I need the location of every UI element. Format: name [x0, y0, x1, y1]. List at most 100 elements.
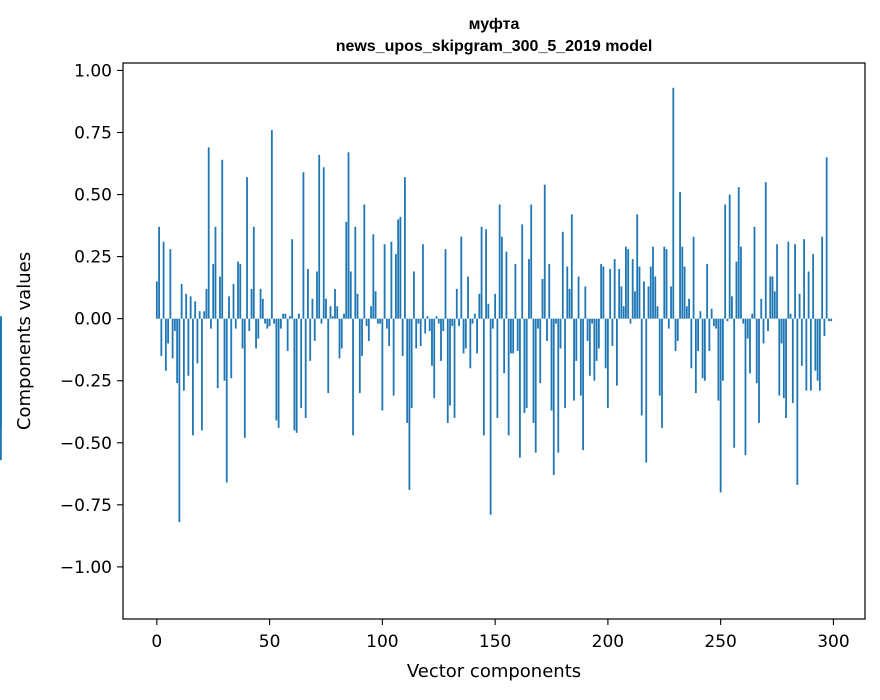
bar [645, 318, 648, 463]
bar [559, 318, 562, 349]
bar [652, 246, 654, 319]
bar [259, 288, 262, 319]
bar [818, 318, 821, 391]
bar [169, 249, 172, 319]
bar [167, 318, 169, 344]
bar [212, 264, 215, 319]
bar [789, 313, 792, 319]
bar [489, 318, 492, 515]
bar [374, 291, 377, 319]
bar [670, 286, 672, 319]
bar [237, 261, 239, 319]
bar [349, 271, 352, 319]
bar [455, 288, 458, 319]
bar [230, 318, 233, 379]
bar [717, 318, 720, 401]
bar [406, 318, 409, 423]
bar [552, 318, 555, 476]
bar [539, 318, 542, 384]
bar [582, 318, 584, 451]
bar [201, 318, 203, 431]
chart-title: муфта [469, 16, 520, 33]
bar [532, 318, 535, 423]
bar [496, 318, 499, 418]
bar [257, 318, 260, 339]
bar [609, 269, 612, 319]
bar [604, 318, 607, 369]
bar [338, 318, 341, 359]
bar [354, 226, 357, 319]
bar [376, 318, 379, 324]
bar [491, 318, 494, 329]
bar [803, 239, 805, 319]
bar [243, 318, 246, 438]
x-tick-label: 200 [592, 632, 624, 652]
bar [399, 216, 402, 319]
bar [674, 318, 677, 351]
bar [316, 271, 318, 319]
bar [719, 318, 722, 493]
bar [573, 318, 575, 401]
bar [685, 306, 688, 319]
bar [356, 293, 359, 319]
bar [298, 313, 300, 319]
bar [676, 318, 679, 341]
bar [327, 318, 330, 394]
bar [588, 318, 591, 376]
bar [541, 278, 544, 319]
bar [744, 318, 747, 456]
bar [548, 264, 551, 319]
bar [476, 318, 478, 354]
bar [785, 318, 787, 418]
bar [710, 308, 713, 319]
bar [485, 229, 487, 319]
bar [742, 318, 745, 324]
bar [708, 318, 711, 351]
bar [794, 244, 796, 319]
bar [550, 318, 553, 411]
chart-subtitle: news_upos_skipgram_300_5_2019 model [336, 38, 653, 55]
bar [275, 318, 278, 421]
bar [322, 167, 325, 319]
bar [196, 318, 199, 364]
y-tick-label: 0.50 [74, 186, 112, 206]
bar [791, 318, 794, 404]
bar [309, 318, 312, 361]
bar [800, 318, 803, 366]
bar [688, 298, 690, 319]
bar [288, 316, 291, 319]
bar [164, 318, 167, 371]
bar [654, 276, 657, 319]
bar [431, 318, 433, 366]
bar [606, 318, 609, 409]
bar [746, 318, 749, 339]
bar [320, 318, 323, 324]
y-tick-label: −0.50 [60, 434, 112, 454]
bar [304, 318, 307, 418]
bar [595, 318, 598, 361]
bar [385, 318, 388, 329]
bar [383, 244, 386, 319]
bar [410, 318, 413, 409]
bar [394, 254, 397, 319]
bar [473, 313, 476, 319]
bar [239, 264, 242, 319]
bar [194, 301, 197, 319]
bar [422, 244, 424, 319]
bar [512, 318, 515, 354]
bar [543, 184, 546, 319]
bar [647, 286, 650, 319]
bar [462, 318, 465, 354]
bar [203, 311, 206, 319]
bar [426, 316, 429, 319]
bar [210, 318, 212, 329]
bar [767, 318, 769, 332]
bar [273, 318, 275, 324]
bar [248, 318, 251, 332]
bar [780, 318, 783, 344]
bar [667, 318, 670, 329]
bar [631, 259, 634, 319]
bar [825, 157, 828, 319]
bar [318, 154, 321, 319]
bar [764, 182, 767, 319]
